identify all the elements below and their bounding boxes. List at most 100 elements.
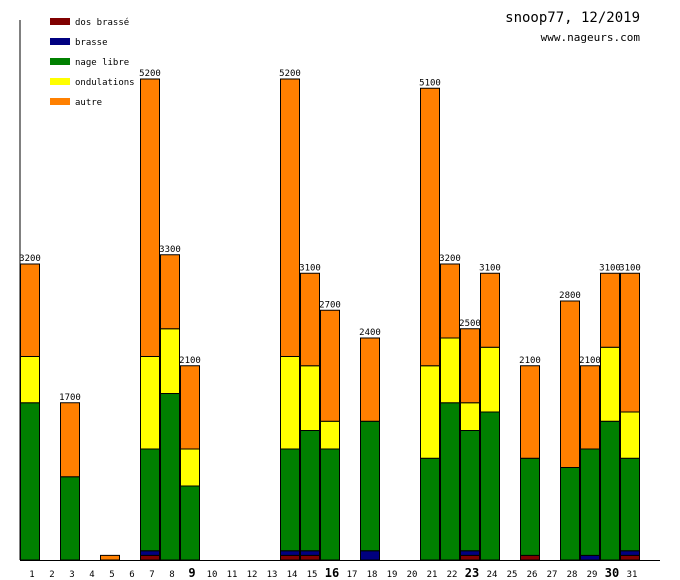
x-tick-label: 9 <box>188 566 195 580</box>
bar-segment-ondulations <box>320 420 340 450</box>
bar-segment-brasse <box>620 550 640 556</box>
bar-segment-autre <box>480 272 500 348</box>
bar-segment-autre <box>20 263 40 357</box>
bar-segment-autre <box>160 254 180 330</box>
x-tick-label: 10 <box>207 570 218 580</box>
data-label: 2100 <box>519 356 541 366</box>
data-label: 3200 <box>439 254 461 264</box>
data-label: 2700 <box>319 300 341 310</box>
legend-label: ondulations <box>75 78 135 88</box>
bar-segment-brasse <box>360 550 380 561</box>
x-tick-label: 31 <box>627 570 638 580</box>
bar-segment-brasse <box>140 550 160 556</box>
data-label: 2800 <box>559 291 581 301</box>
bar-segment-ondulations <box>440 337 460 404</box>
x-tick-label: 4 <box>89 570 94 580</box>
data-label: 3100 <box>479 263 501 273</box>
bar-segment-dos-brassé <box>620 554 640 561</box>
bar-segment-autre <box>320 309 340 422</box>
bar-segment-nage-libre <box>580 448 600 556</box>
bar-segment-brasse <box>460 550 480 556</box>
bar-segment-ondulations <box>140 356 160 450</box>
data-label: 1700 <box>59 393 81 403</box>
data-label: 2400 <box>359 328 381 338</box>
data-label: 5200 <box>279 69 301 79</box>
bar-segment-dos-brassé <box>140 554 160 561</box>
data-label: 3200 <box>19 254 41 264</box>
x-tick-label: 30 <box>605 566 619 580</box>
bar-segment-nage-libre <box>520 457 540 556</box>
x-tick-label: 8 <box>169 570 174 580</box>
x-tick-label: 7 <box>149 570 154 580</box>
bar-segment-ondulations <box>460 402 480 431</box>
bar-segment-nage-libre <box>160 393 180 561</box>
x-tick-label: 3 <box>69 570 74 580</box>
bar-segment-ondulations <box>180 448 200 487</box>
legend-label: brasse <box>75 38 108 48</box>
data-label: 3100 <box>599 263 621 273</box>
x-tick-label: 18 <box>367 570 378 580</box>
bar-segment-nage-libre <box>140 448 160 552</box>
data-label: 5100 <box>419 78 441 88</box>
legend-label: nage libre <box>75 58 129 68</box>
data-label: 2100 <box>179 356 201 366</box>
bar-segment-nage-libre <box>600 420 620 561</box>
legend-swatch <box>50 78 70 85</box>
bar-segment-dos-brassé <box>280 554 300 561</box>
data-label: 3100 <box>619 263 641 273</box>
x-tick-label: 21 <box>427 570 438 580</box>
bar-segment-autre <box>580 365 600 450</box>
bar-segment-nage-libre <box>420 457 440 561</box>
bar-segment-autre <box>600 272 620 348</box>
data-label: 3100 <box>299 263 321 273</box>
bar-segment-autre <box>620 272 640 413</box>
x-tick-label: 16 <box>325 566 339 580</box>
bar-segment-dos-brassé <box>300 554 320 561</box>
bar-segment-nage-libre <box>320 448 340 561</box>
bar-segment-brasse <box>280 550 300 556</box>
bar-segment-ondulations <box>600 346 620 422</box>
bar-segment-ondulations <box>480 346 500 413</box>
bar-segment-ondulations <box>420 365 440 459</box>
bar-segment-nage-libre <box>620 457 640 552</box>
bar-segment-autre <box>440 263 460 339</box>
bar-segment-ondulations <box>620 411 640 459</box>
bar-segment-nage-libre <box>280 448 300 552</box>
bar-segment-autre <box>180 365 200 450</box>
x-tick-label: 20 <box>407 570 418 580</box>
x-tick-label: 27 <box>547 570 558 580</box>
bar-segment-nage-libre <box>480 411 500 561</box>
x-tick-label: 26 <box>527 570 538 580</box>
bar-segment-ondulations <box>300 365 320 431</box>
x-tick-label: 13 <box>267 570 278 580</box>
legend-swatch <box>50 38 70 45</box>
bar-segment-ondulations <box>160 328 180 394</box>
chart-title: snoop77, 12/2019 <box>505 10 640 26</box>
legend-label: dos brassé <box>75 17 129 28</box>
bar-segment-brasse <box>300 550 320 556</box>
bar-segment-autre <box>100 554 120 561</box>
x-tick-label: 12 <box>247 570 258 580</box>
x-tick-label: 6 <box>129 570 134 580</box>
bar-segment-nage-libre <box>300 430 320 552</box>
x-tick-label: 14 <box>287 570 298 580</box>
bar-segment-autre <box>560 300 580 468</box>
bar-segment-autre <box>60 402 80 478</box>
legend-swatch <box>50 98 70 105</box>
data-label: 2100 <box>579 356 601 366</box>
x-tick-label: 17 <box>347 570 358 580</box>
x-tick-label: 1 <box>29 570 34 580</box>
data-label: 2500 <box>459 319 481 329</box>
bar-segment-brasse <box>580 554 600 561</box>
bar-segment-ondulations <box>280 356 300 450</box>
bar-segment-nage-libre <box>180 485 200 561</box>
legend-swatch <box>50 18 70 25</box>
bar-segment-autre <box>280 78 300 357</box>
x-tick-label: 25 <box>507 570 518 580</box>
bar-segment-autre <box>520 365 540 459</box>
legend-label: autre <box>75 98 102 108</box>
bar-segment-autre <box>420 87 440 367</box>
x-tick-label: 24 <box>487 570 498 580</box>
